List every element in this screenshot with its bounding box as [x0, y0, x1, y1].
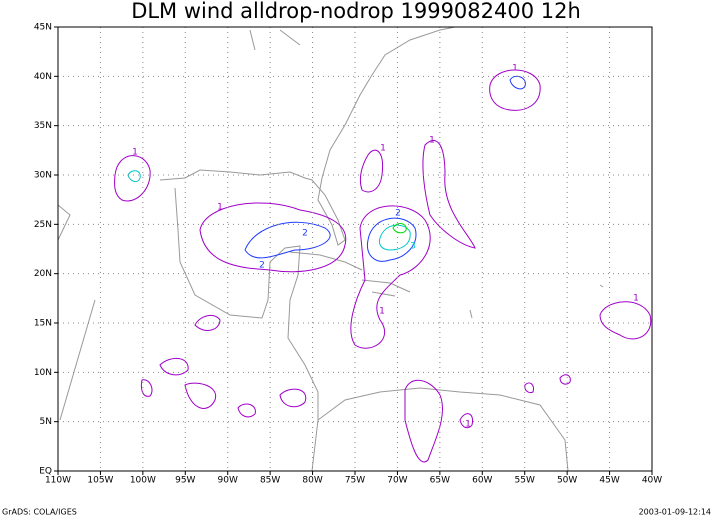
y-tick-label: 45N [34, 23, 52, 33]
x-tick-label: 50W [557, 476, 577, 486]
contour-label: 1 [465, 420, 471, 430]
contour-label: 2 [395, 209, 401, 219]
x-tick-label: 90W [218, 476, 238, 486]
contour-label: 3 [410, 242, 416, 252]
map-title: DLM wind alldrop-nodrop 1999082400 12h [131, 0, 581, 23]
y-tick-label: 30N [34, 171, 52, 181]
x-tick-label: 80W [302, 476, 322, 486]
y-tick-label: 5N [40, 417, 52, 427]
y-tick-label: 15N [34, 319, 52, 329]
x-tick-label: 60W [472, 476, 492, 486]
y-tick-label: 35N [34, 121, 52, 131]
contour-label: 2 [259, 261, 265, 271]
contour-label: 1 [379, 307, 385, 317]
y-tick-label: 10N [34, 368, 52, 378]
contours [114, 69, 652, 463]
contour-label: 1 [512, 64, 518, 74]
contour-label: 1 [429, 136, 435, 146]
x-tick-label: 65W [430, 476, 450, 486]
y-tick-label: 25N [34, 220, 52, 230]
x-tick-label: 85W [260, 476, 280, 486]
contour-label: 1 [380, 144, 386, 154]
y-tick-label: 20N [34, 269, 52, 279]
contour-label: 2 [302, 229, 308, 239]
y-tick-label: 40N [34, 72, 52, 82]
contour-label: 1 [217, 203, 223, 213]
footer-left: GrADS: COLA/IGES [2, 508, 77, 517]
x-tick-label: 110W [45, 476, 71, 486]
coastlines [57, 26, 604, 472]
footer-right: 2003-01-09-12:14 [639, 508, 711, 517]
x-tick-label: 55W [515, 476, 535, 486]
x-tick-label: 70W [387, 476, 407, 486]
x-tick-label: 75W [345, 476, 365, 486]
x-tick-label: 95W [175, 476, 195, 486]
x-tick-label: 100W [130, 476, 156, 486]
y-tick-label: EQ [39, 467, 52, 477]
plot-frame [57, 26, 653, 472]
contour-label: 1 [633, 294, 639, 304]
x-tick-label: 45W [599, 476, 619, 486]
x-tick-label: 105W [87, 476, 113, 486]
x-tick-label: 40W [642, 476, 662, 486]
contour-label: 1 [132, 148, 138, 158]
